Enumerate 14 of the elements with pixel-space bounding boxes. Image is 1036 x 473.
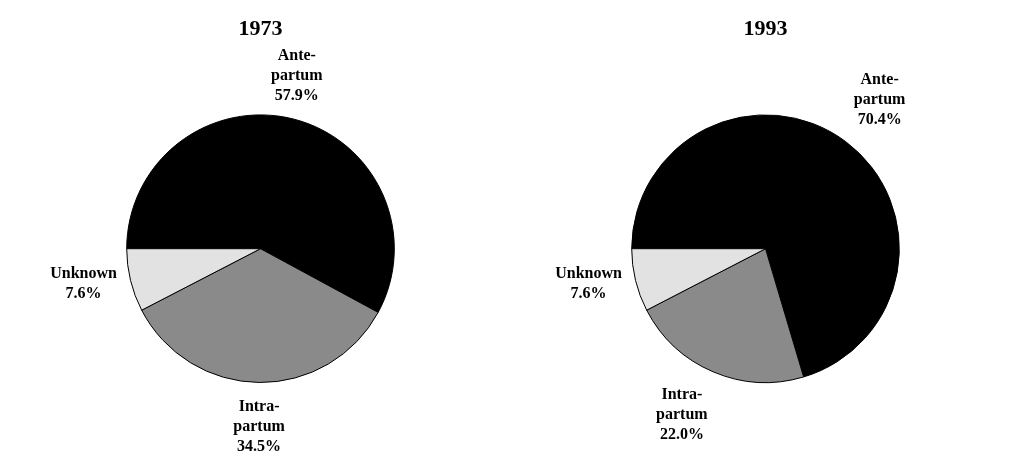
slice-label: Unknown: [50, 263, 117, 281]
data-label: 7.6%: [65, 283, 102, 301]
slice-label: Intra-partum: [656, 384, 709, 423]
data-label: 7.6%: [570, 283, 607, 301]
slice-label: Ante-partum: [853, 70, 907, 109]
slice-label: Unknown: [555, 263, 622, 281]
data-label: 34.5%: [237, 436, 282, 454]
chart-title: 1993: [743, 14, 788, 40]
slice-label: Ante-partum: [271, 45, 324, 84]
data-label: 70.4%: [857, 110, 902, 128]
data-label: 57.9%: [274, 85, 319, 103]
slice-label: Intra-partum: [233, 396, 286, 435]
data-label: 22.0%: [659, 424, 704, 442]
chart-title: 1973: [238, 14, 283, 40]
